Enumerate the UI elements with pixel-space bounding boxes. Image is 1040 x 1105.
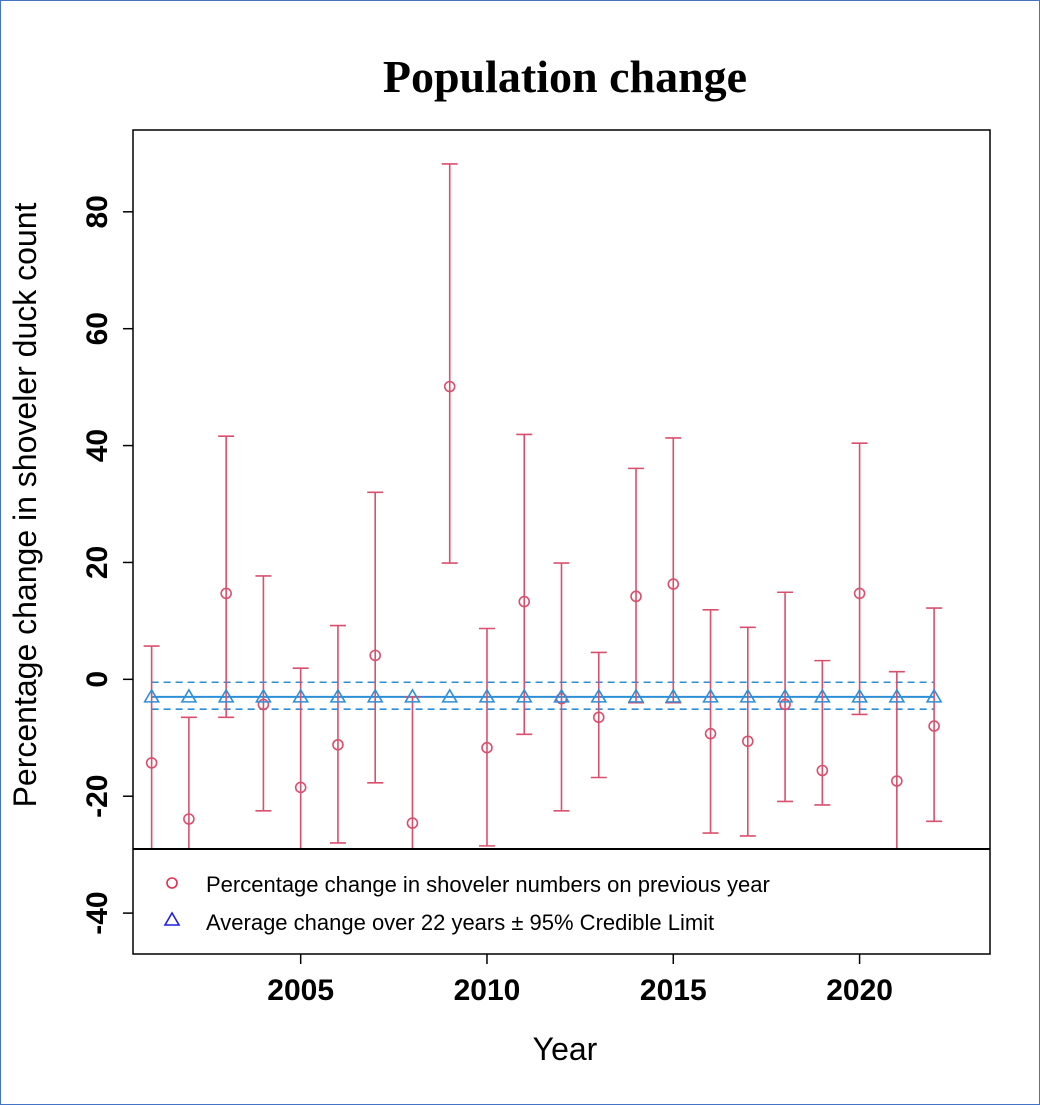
data-point	[145, 757, 158, 769]
data-point	[220, 587, 232, 600]
data-point	[891, 775, 903, 787]
data-point	[742, 735, 754, 748]
average-marker	[515, 688, 533, 703]
chart-title: Population change	[383, 51, 747, 102]
average-marker	[925, 688, 943, 703]
y-axis-label: Percentage change in shoveler duck count	[7, 202, 43, 807]
data-point	[704, 727, 717, 740]
y-tick-label: -20	[81, 775, 114, 818]
x-tick-label: 2015	[640, 974, 707, 1007]
plot-border	[132, 129, 991, 955]
average-marker	[739, 688, 757, 703]
data-point	[779, 698, 791, 711]
data-point	[667, 578, 680, 590]
average-marker	[553, 688, 570, 703]
legend-label: Average change over 22 years ± 95% Credi…	[206, 910, 714, 935]
average-marker	[143, 688, 161, 703]
average-marker	[441, 688, 459, 703]
legend-label: Percentage change in shoveler numbers on…	[206, 872, 770, 897]
y-tick-label: 60	[81, 312, 114, 345]
y-tick-label: 20	[81, 546, 114, 579]
y-tick-label: 40	[81, 429, 114, 462]
y-tick-label: 0	[81, 671, 114, 688]
x-tick-label: 2010	[454, 974, 521, 1007]
data-point	[332, 738, 344, 751]
x-axis-label: Year	[533, 1031, 598, 1067]
data-point	[183, 813, 195, 825]
data-point	[443, 380, 456, 393]
legend-box	[133, 849, 990, 954]
average-marker	[664, 688, 682, 703]
data-point	[592, 711, 605, 724]
data-point	[406, 817, 419, 829]
data-point	[481, 741, 493, 754]
x-tick-label: 2005	[267, 974, 334, 1007]
data-point	[630, 590, 642, 603]
y-tick-label: 80	[81, 195, 114, 228]
legend-circle-icon	[166, 877, 178, 889]
data-point	[369, 649, 381, 662]
x-tick-label: 2020	[826, 974, 893, 1007]
average-marker	[776, 688, 794, 703]
data-point	[928, 720, 940, 732]
data-point	[257, 698, 270, 711]
legend-triangle-icon	[163, 911, 181, 926]
data-point	[853, 587, 866, 600]
average-marker	[590, 688, 608, 703]
data-point	[518, 595, 531, 608]
average-marker	[292, 688, 310, 703]
y-tick-label: -40	[81, 891, 114, 934]
average-marker	[366, 688, 384, 703]
average-marker	[329, 688, 347, 703]
average-marker	[813, 688, 831, 703]
average-marker	[851, 688, 868, 703]
average-marker	[255, 688, 272, 703]
average-marker	[478, 688, 496, 703]
average-marker	[404, 688, 421, 703]
legend: Percentage change in shoveler numbers on…	[163, 872, 770, 935]
average-marker	[217, 688, 235, 703]
data-point	[816, 764, 829, 777]
average-marker	[702, 688, 719, 703]
average-marker	[180, 688, 198, 703]
data-point	[294, 781, 307, 794]
average-marker	[627, 688, 645, 703]
average-marker	[888, 688, 906, 703]
